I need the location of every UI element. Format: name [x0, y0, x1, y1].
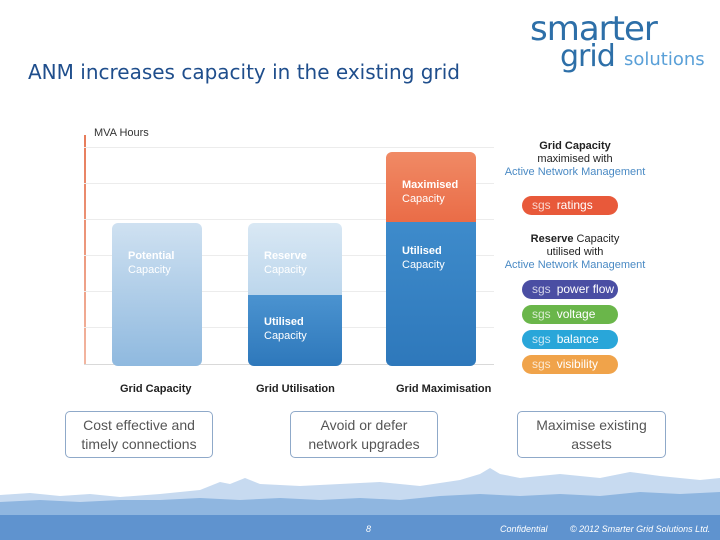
- annotation-line: Active Network Management: [504, 166, 646, 178]
- page-title: ANM increases capacity in the existing g…: [28, 60, 460, 84]
- company-logo: smarter grid solutions: [530, 12, 710, 74]
- bar-label-line1: Potential: [128, 250, 175, 262]
- annotation-line: Grid Capacity: [539, 140, 611, 152]
- y-axis: [84, 135, 86, 365]
- bar-label-line2: Capacity: [402, 259, 445, 271]
- y-axis-label: MVA Hours: [94, 127, 149, 139]
- pill-label: visibility: [556, 357, 599, 371]
- logo-line-3: solutions: [624, 49, 705, 70]
- category-label: Grid Utilisation: [256, 383, 335, 395]
- bar-label-utilised: Utilised Capacity: [264, 315, 307, 343]
- pill-prefix: sgs: [532, 282, 551, 296]
- annotation-maximised: Grid Capacity maximised with Active Netw…: [490, 140, 660, 179]
- benefit-box-assets: Maximise existing assets: [517, 411, 666, 458]
- bar-label-line2: Capacity: [264, 330, 307, 342]
- pill-label: ratings: [556, 198, 593, 212]
- copyright-text: © 2012 Smarter Grid Solutions Ltd.: [570, 524, 711, 534]
- category-label: Grid Capacity: [120, 383, 192, 395]
- benefit-box-connections: Cost effective and timely connections: [65, 411, 213, 458]
- segment-utilised: Utilised Capacity: [386, 222, 476, 366]
- logo-line-1: smarter: [530, 9, 658, 49]
- sgs-power-flow-pill: sgs power flow: [522, 280, 618, 299]
- bar-label-reserve: Reserve Capacity: [264, 249, 307, 277]
- pill-label: balance: [556, 332, 599, 346]
- bar-grid-utilisation: Reserve Capacity Utilised Capacity: [248, 223, 342, 366]
- segment-reserve: Reserve Capacity: [248, 223, 342, 295]
- segment-utilised: Utilised Capacity: [248, 295, 342, 366]
- bar-label-line2: Capacity: [402, 193, 445, 205]
- sgs-voltage-pill: sgs voltage: [522, 305, 618, 324]
- pill-prefix: sgs: [532, 332, 551, 346]
- city-skyline-graphic: [0, 468, 720, 540]
- bar-label-maximised: Maximised Capacity: [402, 178, 458, 206]
- pill-prefix: sgs: [532, 307, 551, 321]
- gridline: [84, 147, 494, 148]
- bar-label-line2: Capacity: [264, 264, 307, 276]
- annotation-line: Active Network Management: [504, 259, 646, 271]
- benefit-text: timely connections: [81, 436, 197, 452]
- bar-label-line1: Utilised: [402, 245, 442, 257]
- benefit-text: Maximise existing: [536, 417, 647, 433]
- sgs-ratings-pill: sgs ratings: [522, 196, 618, 215]
- benefit-text: network upgrades: [308, 436, 420, 452]
- category-label: Grid Maximisation: [396, 383, 492, 395]
- capacity-chart: MVA Hours Potential Capacity Reserve Cap…: [70, 125, 670, 405]
- benefit-text: Cost effective and: [83, 417, 195, 433]
- sgs-visibility-pill: sgs visibility: [522, 355, 618, 374]
- bar-grid-capacity: Potential Capacity: [112, 223, 202, 366]
- benefit-box-upgrades: Avoid or defer network upgrades: [290, 411, 438, 458]
- bar-grid-maximisation: Maximised Capacity Utilised Capacity: [386, 152, 476, 366]
- sgs-balance-pill: sgs balance: [522, 330, 618, 349]
- annotation-line: Reserve: [530, 233, 574, 245]
- confidential-label: Confidential: [500, 524, 548, 534]
- pill-prefix: sgs: [532, 198, 551, 212]
- logo-line-2: grid: [560, 39, 616, 74]
- pill-prefix: sgs: [532, 357, 551, 371]
- benefit-text: Avoid or defer: [320, 417, 408, 433]
- page-number: 8: [366, 524, 372, 534]
- segment-maximised: Maximised Capacity: [386, 152, 476, 222]
- benefit-text: assets: [571, 436, 612, 452]
- bar-label-utilised-max: Utilised Capacity: [402, 244, 445, 272]
- annotation-line: Capacity: [576, 233, 620, 245]
- bar-label-line2: Capacity: [128, 264, 171, 276]
- annotation-line: maximised with: [537, 153, 613, 165]
- gridline: [84, 219, 494, 220]
- annotation-reserve: Reserve Capacity utilised with Active Ne…: [490, 233, 660, 272]
- pill-label: power flow: [556, 282, 615, 296]
- bar-label-line1: Reserve: [264, 250, 307, 262]
- annotation-line: utilised with: [546, 246, 604, 258]
- gridline: [84, 183, 494, 184]
- bar-label-potential: Potential Capacity: [128, 249, 174, 277]
- pill-label: voltage: [556, 307, 596, 321]
- bar-label-line1: Utilised: [264, 316, 304, 328]
- bar-label-line1: Maximised: [402, 179, 459, 191]
